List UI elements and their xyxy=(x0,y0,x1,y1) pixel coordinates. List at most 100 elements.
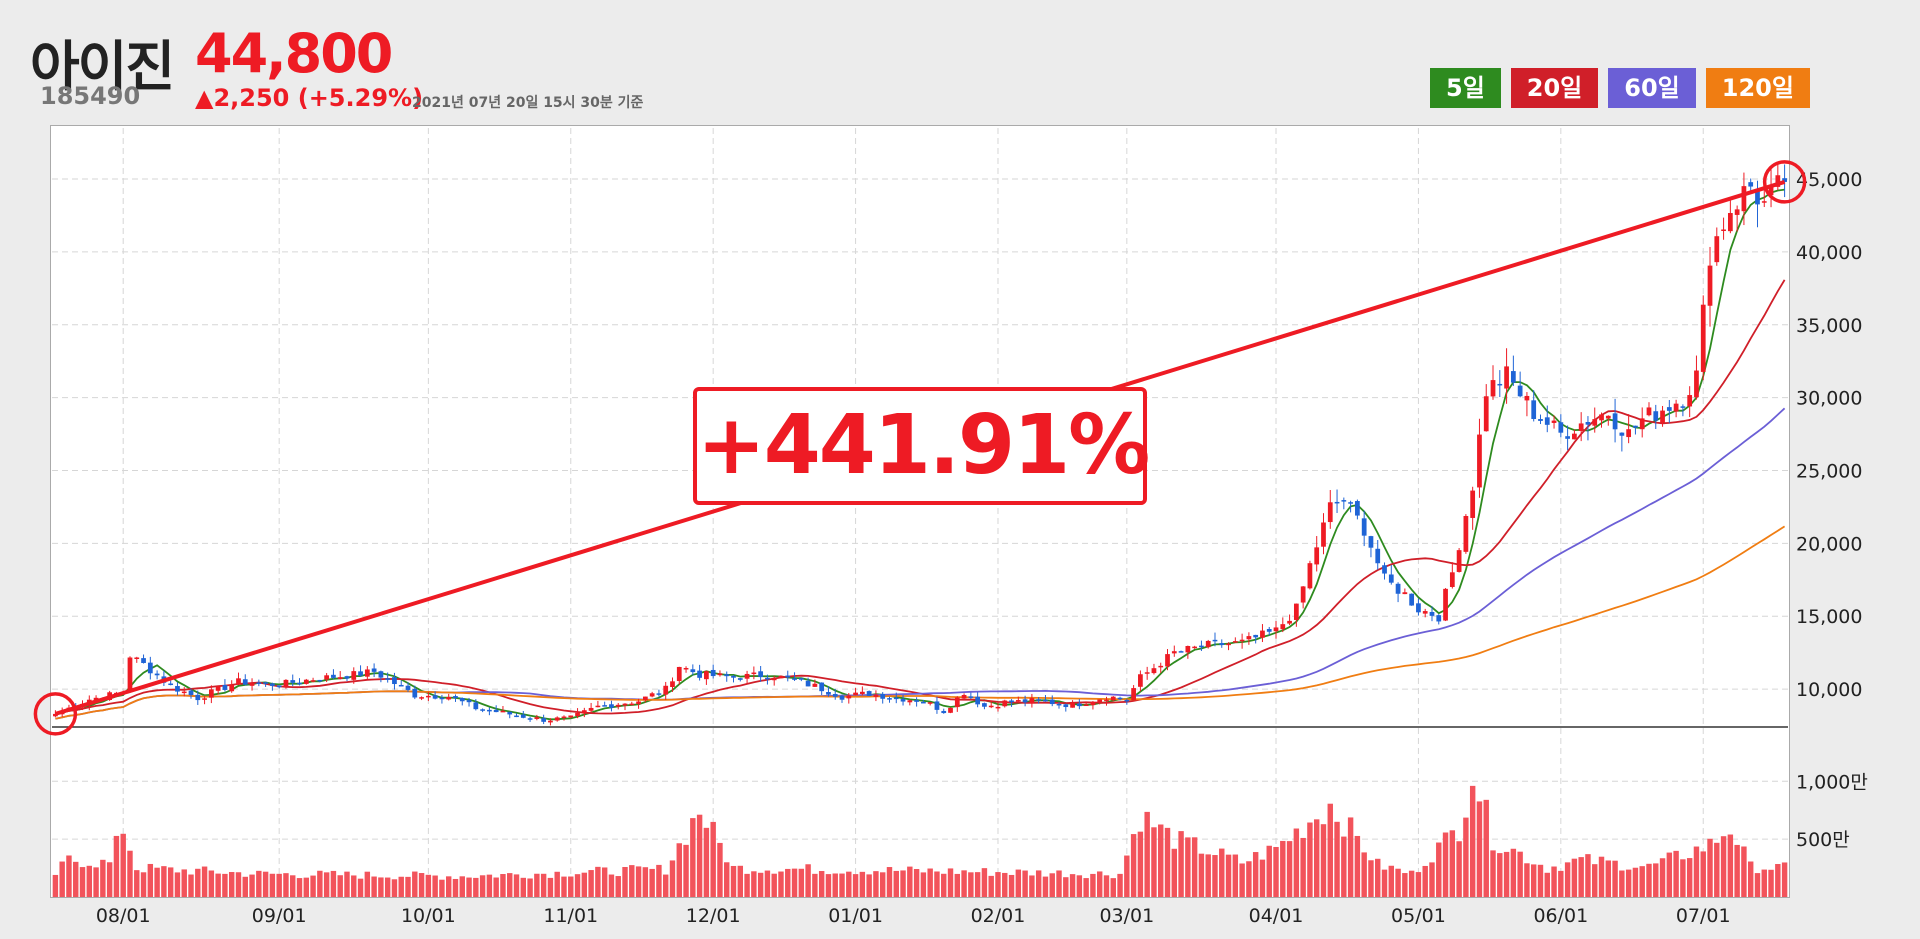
legend-ma20[interactable]: 20일 xyxy=(1510,68,1599,108)
candle-body xyxy=(805,680,811,687)
candle-body xyxy=(1355,501,1360,516)
candle-body xyxy=(1687,395,1693,407)
volume-bar xyxy=(479,875,486,897)
candle-body xyxy=(297,682,302,685)
volume-bar xyxy=(1605,860,1612,897)
volume-bar xyxy=(737,865,744,897)
volume-bar xyxy=(642,867,649,897)
candle-body xyxy=(527,718,533,720)
volume-bar xyxy=(303,877,310,897)
candle-body xyxy=(1782,178,1787,182)
candle-body xyxy=(1334,501,1340,504)
candle-body xyxy=(1375,548,1381,564)
candle-body xyxy=(378,671,384,678)
volume-bar xyxy=(1781,862,1788,897)
candle-body xyxy=(934,701,940,710)
volume-bar xyxy=(1497,853,1503,897)
volume-bar xyxy=(900,870,906,897)
volume-bar xyxy=(1463,817,1469,897)
candle-body xyxy=(798,678,804,680)
volume-bar xyxy=(1347,817,1354,897)
candle-body xyxy=(1456,550,1462,572)
legend-ma60[interactable]: 60일 xyxy=(1608,68,1696,108)
volume-bar xyxy=(1449,830,1456,897)
volume-bar xyxy=(730,865,737,897)
candle-body xyxy=(1483,396,1489,432)
volume-bar xyxy=(1754,873,1761,897)
candle-body xyxy=(1131,688,1136,701)
candle-body xyxy=(1463,515,1469,552)
candle-body xyxy=(202,698,207,700)
candle-body xyxy=(717,673,723,676)
candle-body xyxy=(514,715,519,718)
candle-body xyxy=(1748,182,1754,187)
candle-body xyxy=(880,694,886,699)
candle-body xyxy=(419,697,424,699)
candle-body xyxy=(1470,490,1476,518)
candle-body xyxy=(1178,651,1184,653)
candle-body xyxy=(866,691,872,696)
volume-bar xyxy=(222,873,228,897)
candle-body xyxy=(1666,407,1672,411)
candle-body xyxy=(1409,593,1415,606)
candle-body xyxy=(1029,698,1035,704)
volume-bar xyxy=(1429,862,1435,897)
volume-bar xyxy=(832,873,838,897)
legend-ma120[interactable]: 120일 xyxy=(1705,68,1810,108)
candle-body xyxy=(1327,502,1333,523)
volume-bar xyxy=(703,827,710,897)
ma-line-120 xyxy=(55,525,1786,720)
volume-bar xyxy=(1598,856,1605,897)
volume-bar xyxy=(147,863,154,897)
candle-body xyxy=(1436,615,1442,622)
volume-bar xyxy=(662,874,669,897)
candle-body xyxy=(1673,403,1679,412)
volume-bar xyxy=(1375,858,1381,897)
volume-bar xyxy=(520,877,527,897)
candle-body xyxy=(480,709,485,711)
candle-body xyxy=(758,671,764,677)
volume-bar xyxy=(86,865,93,897)
candle-body xyxy=(1090,702,1096,706)
volume-bar xyxy=(283,873,289,897)
volume-bar xyxy=(622,867,628,897)
x-tick-label: 10/01 xyxy=(401,905,456,927)
candle-body xyxy=(670,681,675,688)
volume-bar xyxy=(974,872,981,897)
candle-body xyxy=(968,696,974,698)
candle-body xyxy=(385,678,391,680)
candle-body xyxy=(1232,641,1238,643)
candle-body xyxy=(1165,654,1170,667)
return-callout: +441.91% xyxy=(693,387,1150,505)
candle-body xyxy=(141,658,146,663)
volume-bar xyxy=(696,814,703,897)
volume-bar xyxy=(1042,876,1049,897)
legend-ma5[interactable]: 5일 xyxy=(1430,68,1501,108)
candle-body xyxy=(1226,643,1231,646)
volume-bar xyxy=(893,870,899,897)
candle-body xyxy=(215,686,221,691)
volume-bar xyxy=(1103,875,1110,897)
current-price: 44,800 xyxy=(195,22,393,85)
candle-body xyxy=(595,705,601,708)
volume-bar xyxy=(1198,853,1205,897)
candle-body xyxy=(1307,563,1313,589)
volume-bar xyxy=(805,864,811,897)
volume-bar xyxy=(188,874,194,897)
volume-bar xyxy=(859,871,866,897)
candle-body xyxy=(771,678,777,681)
candle-body xyxy=(263,682,268,684)
volume-bar xyxy=(601,867,608,897)
volume-bar xyxy=(1076,875,1083,897)
candle-body xyxy=(995,706,1001,709)
volume-bar xyxy=(1158,824,1164,897)
candle-body xyxy=(208,689,214,698)
volume-bar xyxy=(1063,877,1069,897)
candle-body xyxy=(168,683,174,686)
candle-body xyxy=(1497,383,1503,386)
volume-bar xyxy=(1090,873,1096,897)
candle-body xyxy=(1565,436,1570,439)
volume-bar xyxy=(615,876,621,897)
candle-body xyxy=(1660,410,1665,423)
candle-body xyxy=(371,668,377,672)
